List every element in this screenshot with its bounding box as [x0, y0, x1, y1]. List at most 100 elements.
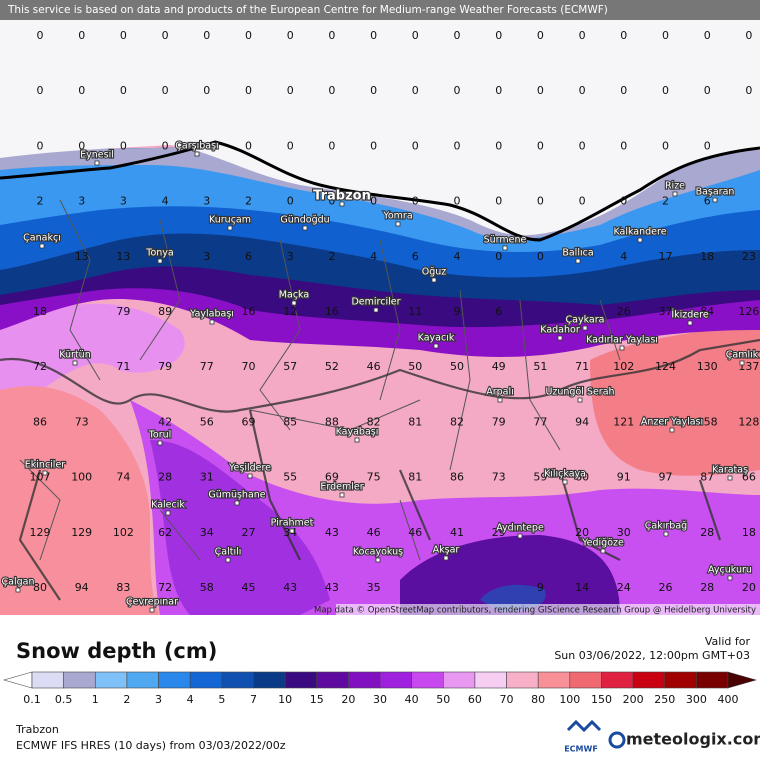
- grid-value: 6: [245, 250, 252, 263]
- grid-value: 0: [662, 29, 669, 42]
- legend-arrow: [2, 671, 33, 689]
- legend-tick-label: 200: [623, 693, 644, 706]
- grid-value: 4: [620, 250, 627, 263]
- grid-value: 0: [287, 84, 294, 97]
- grid-value: 81: [408, 471, 422, 484]
- grid-value: 50: [450, 360, 464, 373]
- grid-value: 0: [120, 84, 127, 97]
- place-label: Kuruçam: [209, 215, 251, 226]
- place-label: Kayacık: [418, 333, 455, 344]
- map-background: [0, 0, 760, 615]
- grid-value: 27: [242, 526, 256, 539]
- grid-value: 0: [37, 139, 44, 152]
- grid-value: 57: [283, 360, 297, 373]
- grid-value: 72: [158, 581, 172, 594]
- meteologix-logo: [608, 731, 626, 749]
- place-label: Ayçukuru: [708, 565, 752, 576]
- legend-swatch: [537, 671, 571, 689]
- grid-value: 77: [533, 415, 547, 428]
- place-label: Gümüşhane: [208, 490, 265, 501]
- place-marker: [600, 548, 606, 554]
- grid-value: 26: [659, 581, 673, 594]
- grid-value: 71: [575, 360, 589, 373]
- grid-value: 43: [325, 526, 339, 539]
- grid-value: 102: [613, 360, 634, 373]
- legend-tick-label: 60: [468, 693, 482, 706]
- grid-value: 0: [579, 139, 586, 152]
- grid-value: 0: [579, 84, 586, 97]
- grid-value: 16: [325, 305, 339, 318]
- place-marker: [687, 320, 693, 326]
- grid-value: 46: [367, 526, 381, 539]
- place-marker: [227, 225, 233, 231]
- place-label: Trabzon: [313, 189, 371, 204]
- grid-value: 0: [328, 84, 335, 97]
- grid-value: 0: [495, 84, 502, 97]
- grid-value: 4: [454, 250, 461, 263]
- place-label: Uzungöl Serah: [545, 387, 614, 398]
- grid-value: 3: [203, 250, 210, 263]
- place-label: Erdemler: [320, 482, 363, 493]
- grid-value: 0: [162, 84, 169, 97]
- grid-value: 83: [116, 581, 130, 594]
- grid-value: 0: [662, 139, 669, 152]
- grid-value: 51: [533, 360, 547, 373]
- grid-value: 0: [454, 139, 461, 152]
- legend-tick-label: 15: [310, 693, 324, 706]
- grid-value: 35: [367, 581, 381, 594]
- place-marker: [42, 470, 48, 476]
- place-marker: [194, 151, 200, 157]
- grid-value: 84: [700, 305, 714, 318]
- place-label: Yomra: [382, 211, 412, 222]
- grid-value: 0: [370, 139, 377, 152]
- place-marker: [165, 510, 171, 516]
- grid-value: 86: [450, 471, 464, 484]
- legend-tick-label: 300: [686, 693, 707, 706]
- grid-value: 2: [245, 195, 252, 208]
- place-label: Demirciler: [351, 297, 400, 308]
- grid-value: 0: [78, 29, 85, 42]
- grid-value: 0: [745, 29, 752, 42]
- grid-value: 80: [33, 581, 47, 594]
- place-marker: [354, 437, 360, 443]
- grid-value: 52: [325, 360, 339, 373]
- place-marker: [727, 475, 733, 481]
- grid-value: 0: [579, 29, 586, 42]
- grid-value: 80: [575, 471, 589, 484]
- grid-value: 0: [579, 195, 586, 208]
- legend-tick-label: 150: [591, 693, 612, 706]
- grid-value: 70: [242, 360, 256, 373]
- place-label: Sürmene: [484, 235, 527, 246]
- legend-swatch: [696, 671, 729, 689]
- attribution-bg: [336, 604, 760, 616]
- grid-value: 128: [738, 415, 759, 428]
- place-label: Başaran: [696, 187, 735, 198]
- grid-value: 3: [203, 195, 210, 208]
- legend-swatch: [284, 671, 318, 689]
- place-marker: [15, 587, 21, 593]
- legend-tick-label: 400: [718, 693, 739, 706]
- place-marker: [575, 258, 581, 264]
- grid-value: 72: [33, 360, 47, 373]
- grid-value: 23: [742, 250, 756, 263]
- place-label: Eynesil: [80, 150, 114, 161]
- grid-value: 20: [575, 526, 589, 539]
- grid-value: 0: [78, 139, 85, 152]
- legend-swatch: [601, 671, 634, 689]
- grid-value: 0: [745, 84, 752, 97]
- legend-tick-label: 0.5: [55, 693, 73, 706]
- grid-value: 58: [200, 581, 214, 594]
- grid-value: 0: [620, 139, 627, 152]
- place-label: Çalgan: [2, 577, 35, 588]
- place-marker: [517, 533, 523, 539]
- legend-swatch: [442, 671, 476, 689]
- place-label: Kocayokuş: [353, 547, 403, 558]
- grid-value: 0: [662, 84, 669, 97]
- grid-value: 0: [78, 84, 85, 97]
- place-label: Gündoğdu: [280, 215, 329, 226]
- grid-value: 45: [242, 581, 256, 594]
- grid-value: 124: [655, 360, 676, 373]
- grid-value: 18: [33, 305, 47, 318]
- grid-value: 16: [242, 305, 256, 318]
- grid-value: 74: [116, 471, 130, 484]
